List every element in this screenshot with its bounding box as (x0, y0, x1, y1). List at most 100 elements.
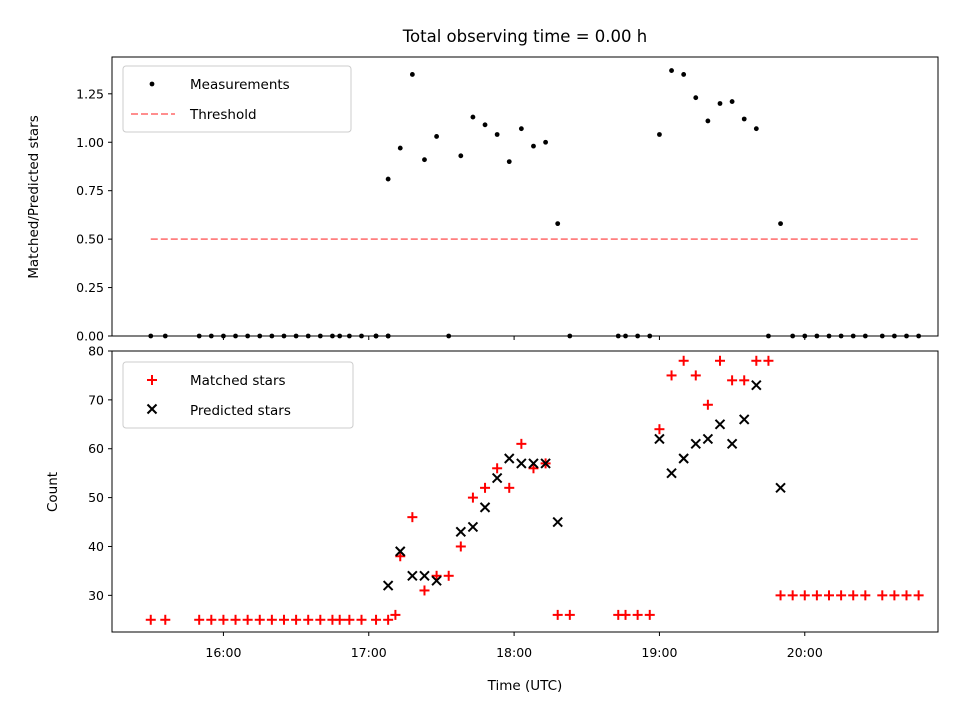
top-y-tick-label: 1.25 (76, 86, 104, 101)
measurement-point (397, 145, 403, 151)
measurement-point (741, 116, 747, 122)
bottom-panel: 30 40 50 60 70 80 16:00 17:00 18:00 19:00 20:00 C… (45, 344, 939, 694)
predicted-star-point (702, 433, 714, 445)
matched-star-point (480, 482, 491, 493)
matched-star-point (666, 370, 677, 381)
measurement-point (422, 157, 427, 163)
matched-star-point (811, 590, 822, 601)
matched-star-point (787, 590, 798, 601)
measurement-point (518, 126, 524, 132)
matched-star-point (690, 370, 701, 381)
bottom-legend: Matched stars Predicted stars (122, 361, 354, 429)
top-y-axis-label: Matched/Predicted stars (26, 115, 42, 278)
predicted-star-point (528, 458, 539, 469)
bottom-y-tick-label: 70 (88, 392, 104, 407)
predicted-star-point (431, 575, 442, 586)
predicted-star-point (491, 472, 503, 484)
top-plot-content (148, 68, 922, 339)
legend-predicted-marker (146, 403, 158, 415)
legend-matched-label: Matched stars (190, 373, 286, 389)
predicted-star-point (666, 467, 677, 479)
matched-star-point (291, 614, 302, 625)
measurement-point (494, 132, 500, 137)
measurement-point (482, 122, 488, 128)
matched-star-point (528, 463, 539, 474)
matched-star-point (654, 424, 665, 435)
legend-threshold-label: Threshold (189, 107, 257, 123)
matched-star-point (371, 614, 382, 625)
top-legend-box (122, 65, 352, 133)
bottom-plot-content (145, 355, 924, 625)
bottom-y-tick-label: 30 (88, 588, 104, 603)
measurement-point (778, 221, 783, 227)
matched-star-point (160, 614, 171, 625)
matched-star-point (395, 551, 406, 562)
predicted-star-point (726, 438, 738, 450)
measurement-point (693, 95, 699, 101)
matched-star-point (751, 355, 762, 366)
matched-star-point (334, 614, 345, 625)
matched-star-point (145, 614, 156, 625)
predicted-star-point (690, 438, 701, 450)
chart-title: Total observing time = 0.00 h (402, 27, 647, 46)
matched-star-point (702, 399, 713, 410)
matched-star-point (848, 590, 859, 601)
matched-star-point (913, 590, 924, 601)
bottom-x-axis-label: Time (UTC) (487, 678, 563, 694)
matched-star-point (194, 614, 205, 625)
bottom-x-tick-label: 20:00 (787, 645, 823, 660)
legend-predicted-label: Predicted stars (190, 403, 291, 419)
matched-star-point (860, 590, 871, 601)
predicted-star-point (751, 380, 762, 391)
measurement-point (555, 221, 561, 227)
matched-star-point (620, 609, 631, 620)
matched-star-point (901, 590, 912, 601)
matched-star-point (799, 590, 810, 601)
matched-star-point (552, 609, 563, 620)
matched-star-point (763, 355, 774, 366)
matched-star-point (218, 614, 229, 625)
bottom-x-tick-label: 16:00 (205, 645, 241, 660)
measurement-point (717, 101, 723, 106)
predicted-star-point (395, 546, 406, 557)
predicted-star-point (775, 482, 786, 494)
bottom-x-tick-label: 17:00 (351, 645, 387, 660)
legend-measurements-marker (149, 81, 155, 87)
top-panel: Total observing time = 0.00 h 0.000.250.… (26, 27, 939, 344)
top-y-tick-label: 0.00 (76, 329, 104, 344)
matched-star-point (516, 438, 527, 449)
measurement-point (543, 139, 548, 145)
predicted-star-point (516, 458, 527, 469)
predicted-star-point (504, 453, 515, 464)
matched-star-point (727, 375, 738, 386)
matched-star-point (242, 614, 253, 625)
measurement-point (458, 153, 464, 159)
bottom-y-tick-label: 60 (88, 441, 104, 456)
matched-star-point (644, 609, 655, 620)
bottom-x-tick-label: 18:00 (496, 645, 532, 660)
predicted-star-point (552, 516, 563, 528)
matched-star-point (492, 463, 503, 474)
measurement-point (753, 126, 759, 132)
matched-star-point (390, 609, 401, 620)
matched-star-point (344, 614, 355, 625)
bottom-legend-box (122, 361, 354, 429)
measurement-point (669, 68, 674, 73)
matched-star-point (407, 512, 418, 523)
matched-star-point (356, 614, 367, 625)
matched-star-point (419, 585, 430, 596)
measurement-point (657, 132, 662, 137)
measurement-point (681, 72, 687, 77)
top-y-tick-label: 0.75 (76, 183, 104, 198)
measurement-point (531, 143, 536, 149)
matched-star-point (431, 570, 442, 581)
matched-star-point (739, 375, 750, 386)
matched-star-point (266, 614, 277, 625)
predicted-star-point (654, 433, 665, 445)
matched-star-point (278, 614, 289, 625)
top-legend: Measurements Threshold (122, 65, 352, 133)
matched-star-point (303, 614, 314, 625)
predicted-star-point (455, 526, 467, 538)
measurement-point (506, 159, 512, 165)
